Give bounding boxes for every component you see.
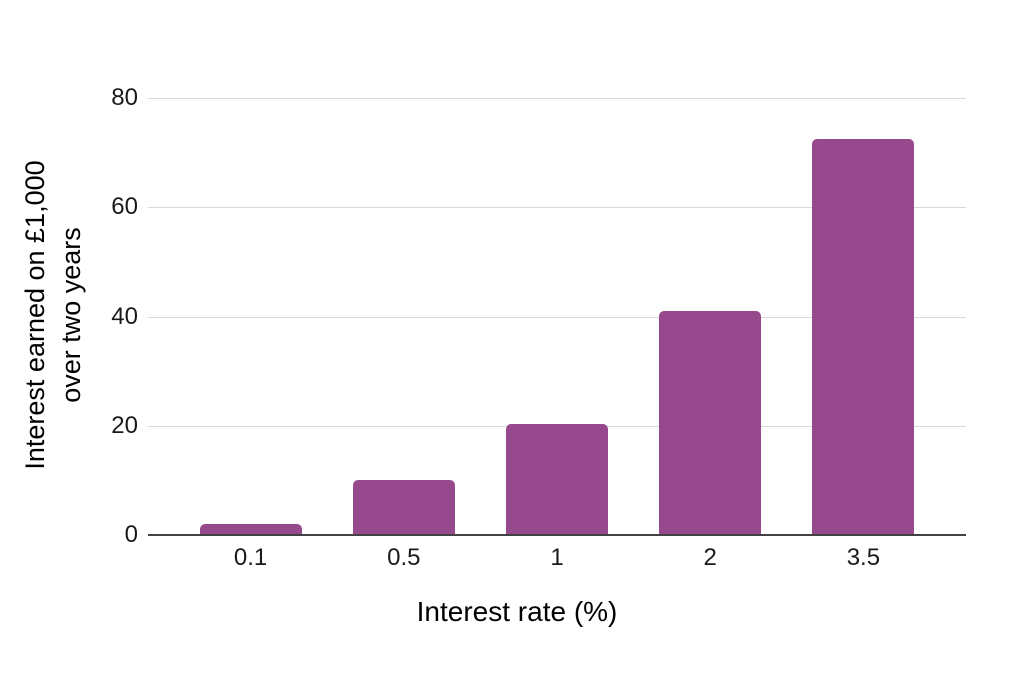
- x-tick-label-0.5: 0.5: [387, 544, 421, 571]
- bar-1: [506, 424, 608, 535]
- y-tick-label-20: 20: [111, 411, 138, 439]
- x-tick-label-1: 1: [550, 544, 564, 571]
- y-tick-label-0: 0: [124, 521, 138, 548]
- bar-2: [659, 311, 762, 535]
- plot-area: [148, 98, 966, 536]
- x-tick-label-0.1: 0.1: [233, 544, 268, 571]
- bar-3.5: [812, 138, 915, 535]
- y-tick-label-80: 80: [111, 84, 138, 111]
- bar-0.5: [352, 480, 455, 535]
- x-axis-title: Interest rate (%): [416, 596, 618, 627]
- x-tick-label-3.5: 3.5: [846, 544, 881, 571]
- gridline-80: [148, 98, 966, 99]
- bar-0.1: [199, 524, 302, 535]
- x-axis-line: [148, 534, 966, 536]
- x-tick-label-2: 2: [703, 544, 717, 571]
- y-tick-label-60: 60: [111, 193, 138, 221]
- gridline-60: [148, 207, 966, 209]
- gridline-40: [148, 316, 966, 318]
- y-tick-label-40: 40: [111, 302, 138, 330]
